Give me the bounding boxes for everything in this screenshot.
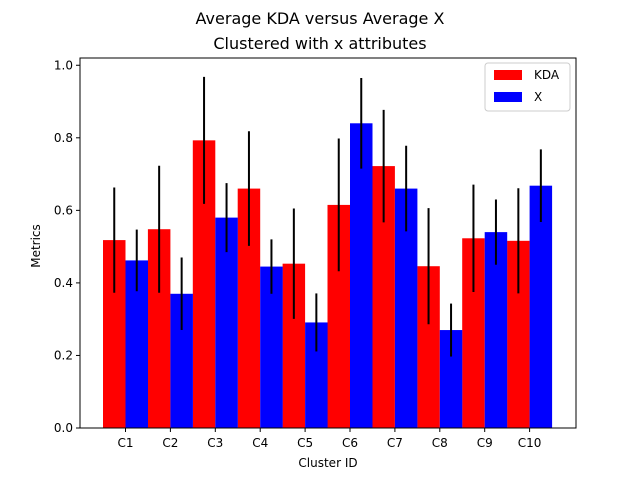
y-tick-label: 0.6 bbox=[54, 203, 73, 217]
legend-label-kda: KDA bbox=[534, 68, 560, 82]
y-tick-label: 0.2 bbox=[54, 348, 73, 362]
axes-layer: 0.0 0.2 0.4 0.6 0.8 1.0 C1 C2 C3 C4 C5 C6 C7 C8 C9 C10 bbox=[54, 57, 577, 450]
bar-x-c1 bbox=[125, 260, 148, 428]
x-tick-label-c8: C8 bbox=[432, 436, 448, 450]
y-tick-label: 0.8 bbox=[54, 131, 73, 145]
chart-subtitle: Clustered with x attributes bbox=[213, 34, 426, 53]
x-tick-label-c1: C1 bbox=[117, 436, 133, 450]
legend-swatch-x bbox=[494, 92, 522, 102]
y-tick-label: 0.0 bbox=[54, 421, 73, 435]
legend: KDA X bbox=[484, 62, 571, 112]
bar-kda-c7 bbox=[372, 166, 395, 429]
x-axis-label: Cluster ID bbox=[298, 456, 357, 470]
y-tick-label: 1.0 bbox=[54, 58, 73, 72]
x-tick-label-c7: C7 bbox=[387, 436, 403, 450]
plot-frame bbox=[79, 57, 577, 429]
bar-kda-c10 bbox=[507, 240, 530, 428]
bar-kda-c5 bbox=[282, 263, 306, 428]
bar-x-c6 bbox=[350, 123, 373, 428]
bar-kda-c8 bbox=[417, 266, 440, 428]
bar-kda-c1 bbox=[103, 240, 126, 428]
x-tick-label-c6: C6 bbox=[342, 436, 358, 450]
chart-title: Average KDA versus Average X bbox=[196, 9, 445, 28]
bar-kda-c2 bbox=[147, 229, 171, 428]
x-tick-label-c10: C10 bbox=[518, 436, 542, 450]
bar-x-c8 bbox=[439, 330, 463, 428]
y-axis-label: Metrics bbox=[29, 224, 43, 268]
bar-x-c10 bbox=[529, 185, 553, 428]
bar-x-c7 bbox=[394, 188, 418, 428]
bar-x-c2 bbox=[170, 293, 193, 428]
y-tick-label: 0.4 bbox=[54, 276, 73, 290]
bar-x-c4 bbox=[260, 266, 283, 428]
x-tick-label-c3: C3 bbox=[207, 436, 223, 450]
bar-x-c9 bbox=[484, 232, 508, 428]
x-tick-label-c2: C2 bbox=[162, 436, 178, 450]
x-tick-label-c5: C5 bbox=[297, 436, 313, 450]
bar-x-c3 bbox=[215, 217, 238, 428]
bar-kda-c9 bbox=[462, 238, 485, 428]
x-tick-label-c9: C9 bbox=[477, 436, 493, 450]
legend-swatch-kda bbox=[494, 70, 522, 80]
bar-kda-c6 bbox=[327, 204, 350, 428]
legend-label-x: X bbox=[534, 90, 542, 104]
bar-kda-c3 bbox=[192, 140, 216, 428]
bars-layer bbox=[103, 123, 553, 429]
x-tick-label-c4: C4 bbox=[252, 436, 268, 450]
error-bars-layer bbox=[113, 76, 542, 357]
bar-kda-c4 bbox=[237, 188, 261, 428]
bar-x-c5 bbox=[305, 322, 328, 428]
